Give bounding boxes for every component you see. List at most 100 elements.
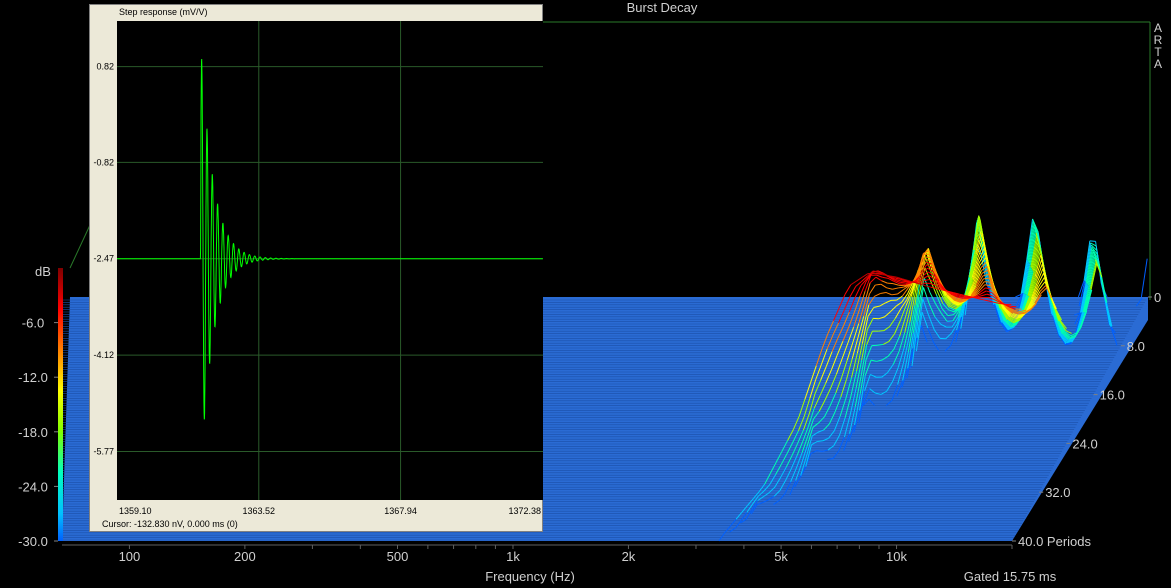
slice-segment — [836, 358, 843, 375]
slice-segment — [953, 308, 960, 315]
slice-segment — [1024, 265, 1031, 294]
slice-segment — [837, 325, 845, 339]
slice-segment — [1087, 254, 1095, 286]
slice-segment — [929, 292, 937, 305]
slice-segment — [904, 296, 912, 318]
slice-segment — [926, 264, 933, 269]
slice-segment — [1074, 312, 1082, 334]
slice-segment — [846, 358, 853, 380]
x-axis-label: Frequency (Hz) — [485, 569, 575, 584]
slice-segment — [828, 430, 835, 439]
slice-segment — [973, 219, 981, 251]
slice-segment — [807, 418, 815, 437]
slice-segment — [988, 300, 995, 303]
slice-segment — [845, 377, 853, 399]
slice-segment — [1004, 309, 1012, 317]
slice-segment — [981, 246, 989, 279]
slice-segment — [921, 267, 928, 275]
slice-segment — [832, 450, 840, 459]
slice-segment — [902, 351, 909, 381]
slice-segment — [861, 316, 869, 344]
slice-segment — [1086, 249, 1094, 284]
slice-segment — [893, 280, 900, 285]
slice-segment — [1028, 301, 1035, 311]
slice-segment — [865, 345, 873, 361]
slice-segment — [1003, 321, 1010, 329]
slice-segment — [1019, 312, 1025, 315]
slice-segment — [838, 417, 846, 436]
slice-segment — [1140, 258, 1148, 298]
slice-segment — [1110, 326, 1118, 346]
slice-segment — [898, 284, 905, 287]
slice-segment — [1015, 293, 1023, 307]
slice-segment — [812, 422, 819, 428]
slice-segment — [950, 294, 957, 300]
slice-segment — [718, 532, 726, 542]
slice-segment — [864, 359, 872, 376]
slice-segment — [729, 518, 737, 527]
slice-segment — [870, 374, 877, 378]
x-tick-label: 5k — [774, 549, 788, 564]
slice-segment — [820, 348, 828, 365]
slice-segment — [873, 305, 880, 308]
slice-segment — [811, 441, 818, 446]
slice-segment — [949, 305, 956, 310]
slice-segment — [844, 284, 852, 295]
slice-segment — [901, 368, 909, 388]
slice-segment — [1105, 301, 1113, 327]
slice-segment — [927, 327, 935, 343]
x-tick-label: 1k — [506, 549, 520, 564]
slice-segment — [1025, 298, 1032, 312]
slice-segment — [852, 323, 860, 343]
slice-segment — [1100, 274, 1108, 303]
slice-segment — [1021, 259, 1029, 294]
slice-segment — [751, 500, 759, 510]
slice-segment — [905, 282, 912, 285]
slice-segment — [864, 275, 872, 292]
slice-segment — [941, 308, 949, 316]
slice-segment — [1070, 334, 1077, 338]
slice-segment — [843, 296, 851, 311]
slice-segment — [757, 490, 765, 497]
slice-segment — [1135, 297, 1143, 307]
slice-segment — [1056, 320, 1064, 334]
slice-segment — [923, 278, 930, 282]
watermark: A R T A — [1154, 21, 1163, 71]
slice-segment — [835, 377, 842, 394]
slice-segment — [915, 312, 923, 352]
slice-segment — [922, 298, 929, 316]
slice-segment — [996, 304, 1003, 322]
slice-segment — [879, 273, 886, 276]
slice-segment — [1014, 318, 1021, 323]
slice-segment — [949, 294, 956, 301]
slice-segment — [838, 294, 846, 308]
slice-segment — [785, 455, 793, 468]
slice-segment — [932, 267, 939, 279]
slice-segment — [1060, 320, 1067, 329]
slice-segment — [827, 320, 834, 335]
slice-segment — [955, 299, 962, 302]
slice-segment — [889, 276, 896, 280]
slice-segment — [925, 258, 932, 262]
slice-segment — [1014, 310, 1021, 313]
slice-segment — [1002, 321, 1010, 330]
slice-segment — [985, 287, 992, 290]
slice-segment — [855, 359, 863, 390]
slice-segment — [1029, 229, 1036, 264]
slice-segment — [908, 305, 916, 338]
slice-segment — [1068, 337, 1075, 341]
slice-segment — [1010, 315, 1017, 320]
slice-segment — [829, 392, 837, 407]
slice-segment — [986, 293, 993, 297]
slice-segment — [990, 288, 998, 297]
slice-segment — [1025, 308, 1032, 313]
slice-segment — [1064, 331, 1072, 337]
slice-segment — [1059, 321, 1067, 331]
slice-segment — [970, 285, 977, 296]
slice-segment — [977, 281, 985, 290]
slice-segment — [1024, 297, 1032, 312]
slice-segment — [830, 355, 838, 370]
slice-segment — [927, 267, 934, 273]
slice-segment — [786, 442, 794, 454]
slice-segment — [849, 286, 857, 297]
